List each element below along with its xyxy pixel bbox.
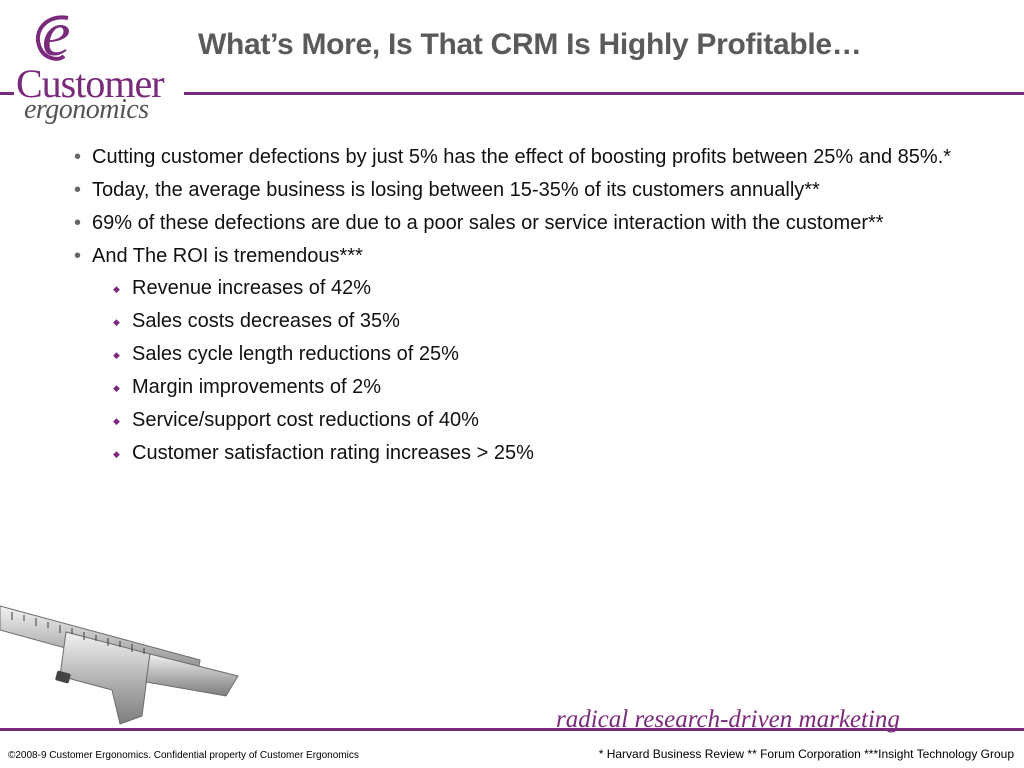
vernier-caliper-icon — [0, 605, 239, 725]
bullet-item: Today, the average business is losing be… — [72, 177, 972, 203]
footer-copyright: ©2008-9 Customer Ergonomics. Confidentia… — [8, 750, 359, 761]
bullet-item: 69% of these defections are due to a poo… — [72, 210, 972, 236]
logo-swirl-icon — [36, 15, 69, 61]
footer-rule — [0, 728, 1024, 731]
bullet-item-roi: And The ROI is tremendous*** Revenue inc… — [72, 243, 972, 467]
bullet-item: Cutting customer defections by just 5% h… — [72, 144, 972, 170]
roi-sub-item: Service/support cost reductions of 40% — [112, 407, 972, 434]
logo-letter: e — [42, 0, 71, 69]
roi-sub-item: Customer satisfaction rating increases >… — [112, 440, 972, 467]
bullet-list: Cutting customer defections by just 5% h… — [72, 144, 972, 473]
roi-sub-item: Margin improvements of 2% — [112, 374, 972, 401]
roi-sub-item: Sales costs decreases of 35% — [112, 308, 972, 335]
header-rule-left — [0, 92, 14, 95]
roi-sub-item: Sales cycle length reductions of 25% — [112, 341, 972, 368]
logo-wordmark-ergonomics: ergonomics — [24, 94, 149, 125]
slide-title: What’s More, Is That CRM Is Highly Profi… — [198, 28, 862, 61]
footer-sources: * Harvard Business Review ** Forum Corpo… — [598, 747, 1014, 761]
company-logo: e Customer ergonomics — [14, 2, 190, 128]
logo-wordmark-customer: Customer — [16, 61, 165, 106]
roi-sub-item: Revenue increases of 42% — [112, 275, 972, 302]
header-rule — [184, 92, 1024, 95]
roi-sublist: Revenue increases of 42% Sales costs dec… — [92, 275, 972, 467]
bullet-item-roi-text: And The ROI is tremendous*** — [92, 245, 363, 267]
